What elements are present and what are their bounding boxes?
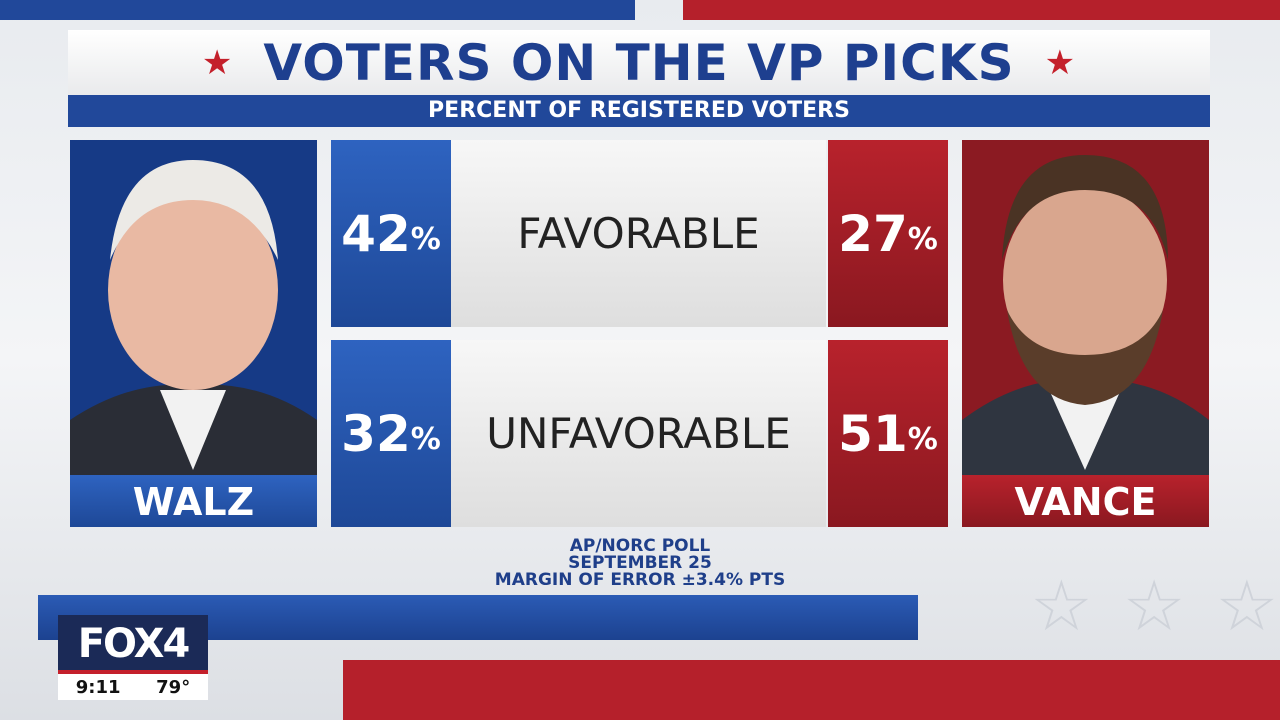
vance-photo — [962, 140, 1209, 475]
right-value: 51% — [828, 340, 948, 527]
title-box: ★ VOTERS ON THE VP PICKS ★ — [68, 30, 1210, 95]
stars-decor: ☆☆☆ — [1030, 565, 1280, 647]
source-line: SEPTEMBER 25 — [568, 553, 712, 573]
left-value: 42% — [331, 140, 451, 327]
number: 51 — [838, 404, 908, 463]
row-label: UNFAVORABLE — [451, 340, 826, 527]
temperature: 79° — [156, 676, 191, 698]
unit: % — [907, 422, 938, 457]
walz-photo — [70, 140, 317, 475]
number: 32 — [341, 404, 411, 463]
star: ★ — [201, 42, 234, 83]
row-label: FAVORABLE — [451, 140, 826, 327]
number: 42 — [341, 204, 411, 263]
top-bar-blue — [0, 0, 635, 20]
source-line: AP/NORC POLL — [569, 536, 711, 556]
number: 27 — [838, 204, 908, 263]
source-line: MARGIN OF ERROR ±3.4% PTS — [494, 570, 786, 590]
unit: % — [907, 222, 938, 257]
left-value: 32% — [331, 340, 451, 527]
top-bar-red — [683, 0, 1280, 20]
star: ★ — [1044, 42, 1077, 83]
right-value: 27% — [828, 140, 948, 327]
time: 9:11 — [75, 676, 121, 698]
bottom-bar-red — [343, 660, 1280, 720]
unit: % — [410, 222, 441, 257]
unit: % — [410, 422, 441, 457]
right-name: VANCE — [962, 475, 1209, 527]
title: VOTERS ON THE VP PICKS — [263, 33, 1015, 92]
subtitle: PERCENT OF REGISTERED VOTERS — [68, 95, 1210, 127]
ticker: 9:11 79° — [58, 674, 208, 700]
logo: FOX4 — [58, 615, 208, 670]
left-name: WALZ — [70, 475, 317, 527]
source: AP/NORC POLL SEPTEMBER 25 MARGIN OF ERRO… — [440, 538, 840, 589]
logo-stripe — [58, 670, 208, 674]
